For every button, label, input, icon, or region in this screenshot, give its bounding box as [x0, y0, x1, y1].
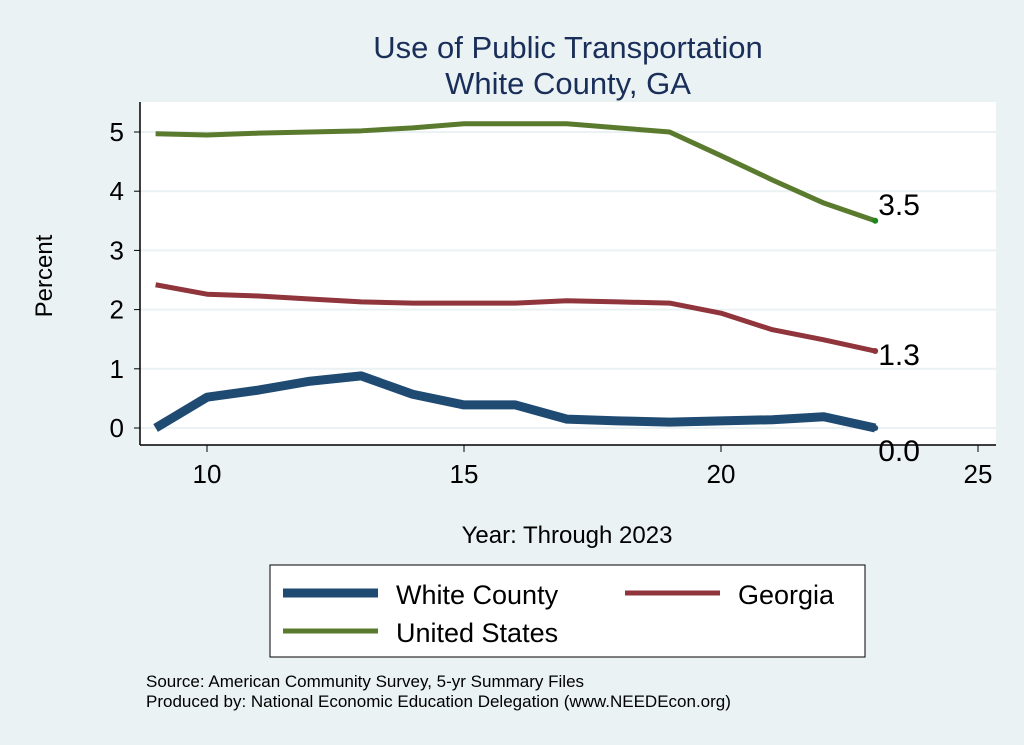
y-tick-label: 0: [110, 413, 124, 443]
end-marker: [872, 348, 879, 355]
legend-label: White County: [396, 580, 559, 610]
x-tick-label: 20: [707, 459, 736, 489]
end-marker: [872, 217, 879, 224]
produced-note: Produced by: National Economic Education…: [146, 692, 731, 711]
legend: [269, 564, 866, 658]
x-tick-label: 15: [450, 459, 479, 489]
chart-title: Use of Public Transportation: [373, 30, 763, 65]
x-tick-label: 10: [193, 459, 222, 489]
series-line-white-county: [153, 371, 877, 433]
x-tick-label: 25: [964, 459, 993, 489]
source-note: Source: American Community Survey, 5-yr …: [146, 672, 585, 691]
x-axis-label: Year: Through 2023: [462, 522, 673, 549]
series-line-united-states: [155, 121, 877, 224]
end-label: 3.5: [878, 189, 920, 222]
end-label: 1.3: [878, 339, 920, 372]
y-tick-label: 4: [110, 176, 124, 206]
chart-subtitle: White County, GA: [445, 66, 691, 101]
legend-label: Georgia: [738, 580, 835, 610]
y-tick-label: 1: [110, 354, 124, 384]
y-tick-label: 5: [110, 117, 124, 147]
end-marker: [872, 425, 879, 431]
plot-area: [140, 102, 996, 445]
y-axis-label: Percent: [31, 234, 58, 317]
legend-label: United States: [396, 618, 558, 648]
end-label: 0.0: [878, 435, 920, 468]
y-tick-label: 3: [110, 235, 124, 265]
series-line-georgia: [155, 282, 876, 354]
y-tick-label: 2: [110, 295, 124, 325]
